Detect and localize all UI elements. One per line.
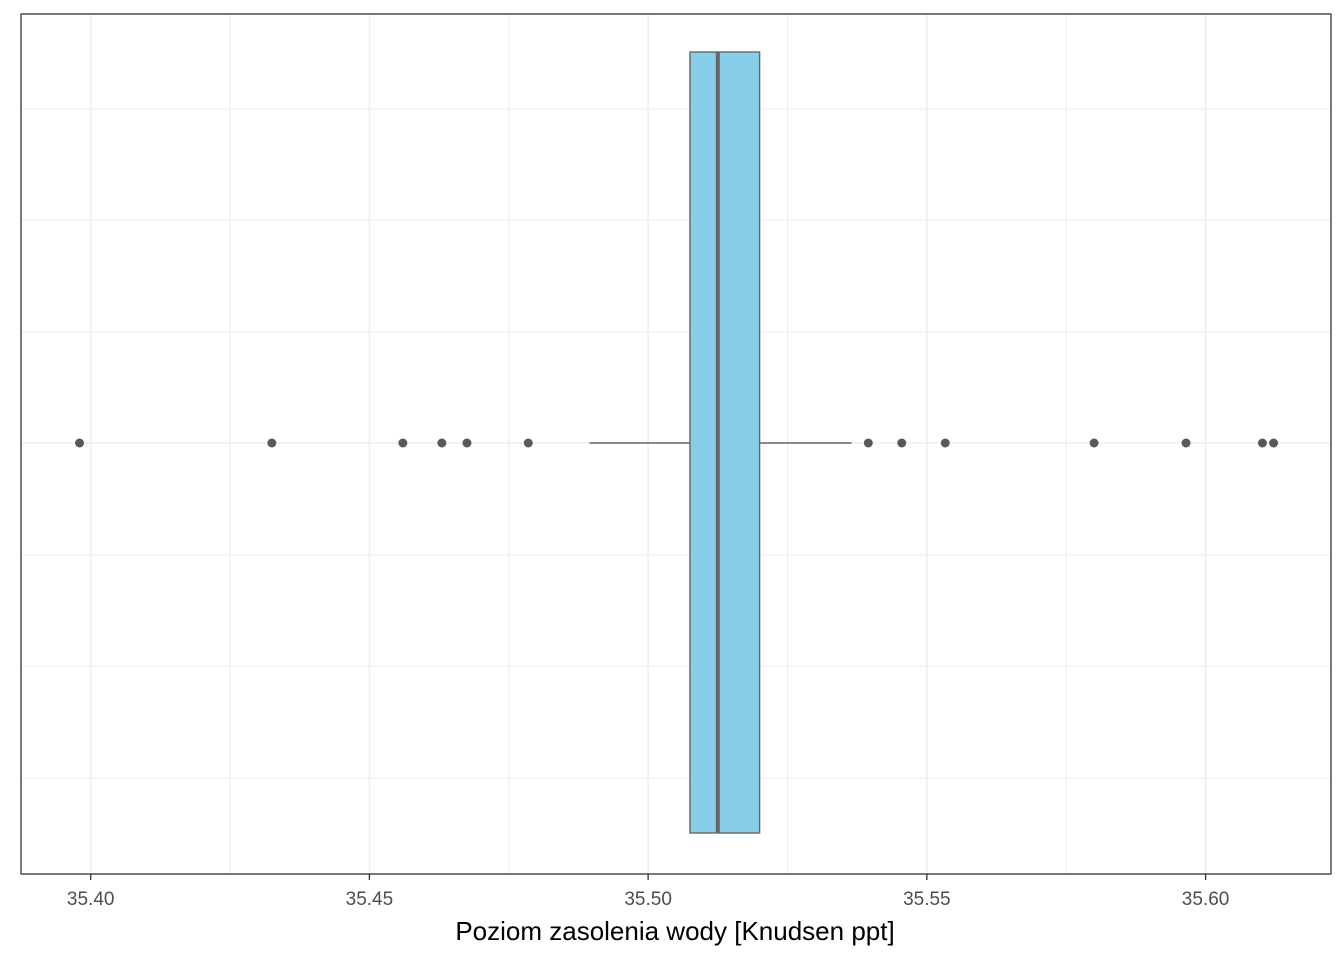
iqr-box — [689, 51, 761, 834]
x-tick-label: 35.45 — [346, 889, 394, 910]
x-tick-label: 35.55 — [903, 889, 951, 910]
panel-border — [20, 13, 1332, 875]
outlier-point — [267, 438, 277, 448]
x-axis-title: Poziom zasolenia wody [Knudsen ppt] — [455, 916, 894, 946]
x-tick-label: 35.50 — [624, 889, 672, 910]
outlier-point — [398, 438, 408, 448]
outlier-point — [1089, 438, 1099, 448]
x-axis-ticks — [90, 874, 1207, 880]
x-axis-tick-labels: 35.40 35.45 35.50 35.55 35.60 — [67, 889, 1229, 910]
outlier-point — [75, 438, 85, 448]
outlier-point — [897, 438, 907, 448]
outliers — [75, 438, 1279, 448]
outlier-point — [437, 438, 447, 448]
outlier-point — [523, 438, 533, 448]
outlier-point — [1181, 438, 1191, 448]
outlier-point — [940, 438, 950, 448]
outlier-point — [863, 438, 873, 448]
grid-major — [21, 14, 1331, 874]
outlier-point — [1257, 438, 1267, 448]
outlier-point — [462, 438, 472, 448]
x-tick-label: 35.40 — [67, 889, 115, 910]
x-tick-label: 35.60 — [1182, 889, 1230, 910]
box-group — [689, 51, 761, 834]
outlier-point — [1269, 438, 1279, 448]
grid-minor — [21, 14, 1331, 874]
